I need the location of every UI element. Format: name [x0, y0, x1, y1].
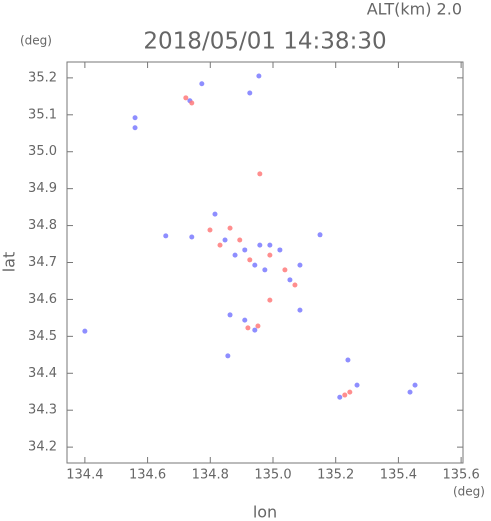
x-tick-label: 135.6 — [443, 468, 480, 483]
radar-echo — [267, 252, 273, 258]
radar-echo — [222, 237, 228, 243]
radar-echo — [287, 277, 293, 283]
radar-echo — [255, 323, 261, 329]
radar-echo — [245, 325, 251, 331]
radar-echo — [257, 242, 263, 248]
radar-echo — [207, 227, 213, 233]
y-tick-label: 34.3 — [28, 403, 57, 418]
radar-echo — [317, 232, 323, 238]
radar-echo — [183, 95, 189, 101]
x-tick-label: 135.4 — [380, 468, 417, 483]
radar-echo — [297, 307, 303, 313]
y-tick-label: 34.7 — [28, 255, 57, 270]
y-tick-label: 35.1 — [28, 107, 57, 122]
radar-echo — [232, 252, 238, 258]
radar-echo — [407, 389, 413, 395]
radar-echo — [199, 81, 205, 87]
radar-echo — [252, 327, 258, 333]
y-tick-label: 34.4 — [28, 366, 57, 381]
radar-echo — [82, 328, 88, 334]
x-tick-label: 134.4 — [66, 468, 103, 483]
x-tick-label: 134.8 — [192, 468, 229, 483]
radar-echo — [292, 282, 298, 288]
radar-echo — [337, 394, 343, 400]
radar-echo — [267, 297, 273, 303]
radar-echo — [163, 233, 169, 239]
y-tick-label: 34.8 — [28, 218, 57, 233]
radar-echo — [256, 73, 262, 79]
radar-echo — [277, 247, 283, 253]
radar-echo — [237, 237, 243, 243]
chart-title: 2018/05/01 14:38:30 — [143, 29, 386, 55]
radar-echo — [347, 389, 353, 395]
radar-echo — [342, 392, 348, 398]
radar-echo — [297, 262, 303, 268]
x-tick-label: 134.6 — [129, 468, 166, 483]
radar-echo — [225, 353, 231, 359]
y-axis-label: lat — [0, 252, 19, 273]
radar-echo — [189, 100, 195, 106]
y-tick-label: 34.9 — [28, 181, 57, 196]
radar-echo — [257, 171, 263, 177]
x-tick-label: 135.0 — [254, 468, 291, 483]
altitude-label: ALT(km) 2.0 — [367, 0, 462, 19]
x-tick-label: 135.2 — [317, 468, 354, 483]
y-tick-label: 35.2 — [28, 70, 57, 85]
y-tick-label: 34.2 — [28, 440, 57, 455]
radar-echo — [242, 247, 248, 253]
radar-echo — [282, 267, 288, 273]
radar-echo — [262, 267, 268, 273]
x-unit: (deg) — [453, 485, 485, 499]
y-tick-label: 35.0 — [28, 144, 57, 159]
radar-echo — [132, 125, 138, 131]
radar-echo — [212, 211, 218, 217]
radar-echo — [217, 242, 223, 248]
radar-echo — [227, 312, 233, 318]
y-tick-label: 34.6 — [28, 292, 57, 307]
radar-echo — [412, 382, 418, 388]
radar-echo — [242, 317, 248, 323]
radar-echo — [345, 357, 351, 363]
radar-echo — [189, 234, 195, 240]
radar-echo — [132, 115, 138, 121]
radar-echo — [252, 262, 258, 268]
y-tick-label: 34.5 — [28, 329, 57, 344]
radar-echo — [247, 257, 253, 263]
y-unit: (deg) — [20, 34, 52, 48]
radar-echo — [354, 382, 360, 388]
x-axis-label: lon — [253, 503, 277, 521]
radar-echo — [227, 225, 233, 231]
radar-echo — [247, 90, 253, 96]
radar-echo — [267, 242, 273, 248]
plot-frame — [66, 61, 464, 464]
